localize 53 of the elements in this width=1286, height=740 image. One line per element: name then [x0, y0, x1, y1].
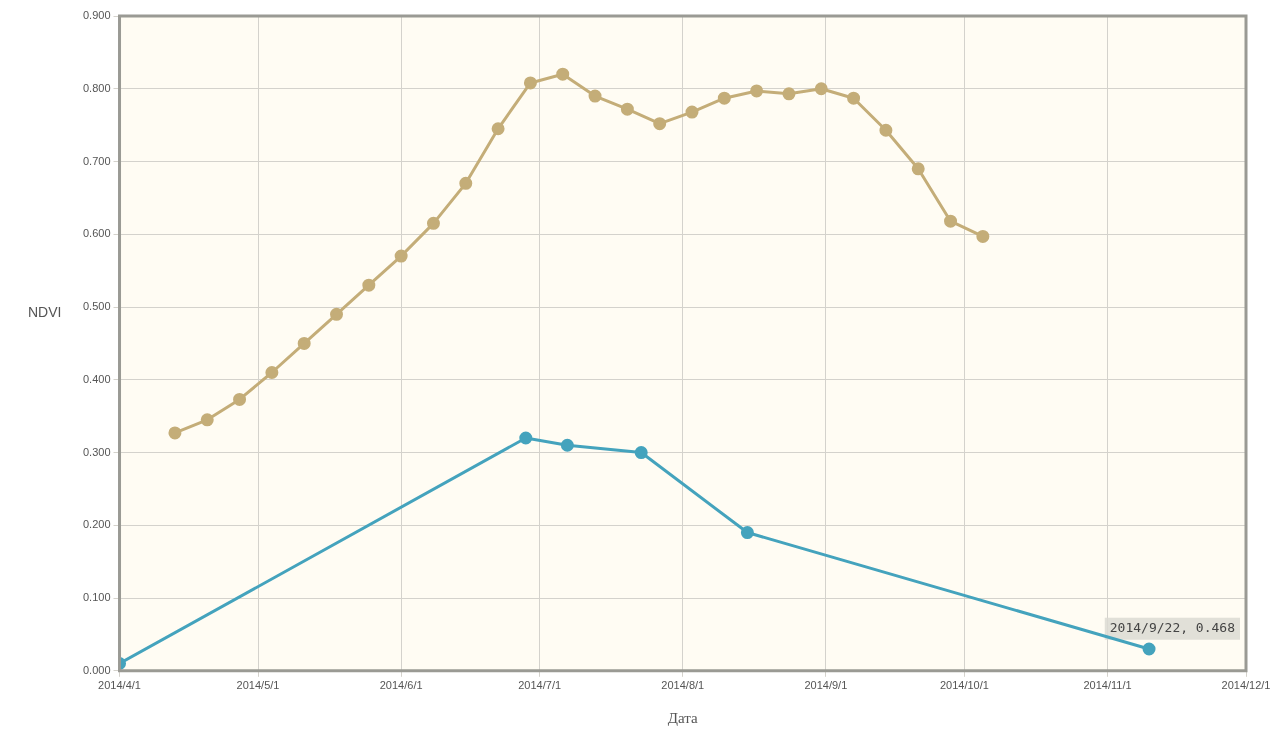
annotation: 2014/9/22, 0.468 [1109, 620, 1236, 636]
point [879, 123, 893, 137]
y-tick-label: 0.300 [83, 445, 111, 458]
x-tick-label: 2014/9/1 [804, 679, 848, 692]
point [459, 176, 473, 190]
y-tick-label: 0.800 [83, 81, 111, 94]
x-tick-label: 2014/4/1 [98, 679, 141, 692]
x-tick-label: 2014/5/1 [236, 679, 280, 692]
point [265, 366, 279, 379]
point [750, 84, 764, 98]
point [233, 392, 247, 406]
point [717, 91, 731, 105]
y-tick-label: 0.700 [83, 154, 111, 167]
point [560, 438, 574, 452]
point [362, 278, 376, 292]
point [782, 87, 796, 101]
point [1142, 642, 1156, 656]
y-tick-label: 0.200 [83, 518, 111, 531]
point [588, 89, 602, 103]
point [847, 91, 861, 105]
point [168, 426, 182, 440]
x-tick-label: 2014/8/1 [661, 679, 705, 692]
point [523, 76, 537, 90]
y-tick-label: 0.900 [83, 9, 111, 22]
point [814, 82, 828, 96]
x-axis-title: Дата [667, 709, 699, 726]
y-axis-title: NDVI [28, 304, 62, 321]
x-tick-label: 2014/11/1 [1083, 679, 1132, 692]
point [330, 307, 344, 321]
point [653, 117, 667, 131]
y-tick-label: 0.100 [83, 591, 111, 604]
point [556, 67, 570, 81]
y-tick-label: 0.400 [83, 372, 111, 385]
x-tick-label: 2014/6/1 [379, 679, 423, 692]
point [620, 102, 634, 116]
point [911, 162, 925, 176]
point [426, 216, 440, 230]
x-tick-label: 2014/12/1 [1221, 679, 1271, 692]
point [944, 214, 958, 228]
point [394, 249, 408, 263]
y-tick-label: 0.000 [83, 663, 111, 676]
y-tick-label: 0.500 [83, 300, 111, 313]
point [740, 526, 754, 540]
point [297, 336, 311, 350]
y-tick-label: 0.600 [83, 227, 111, 240]
point [685, 105, 699, 119]
x-tick-label: 2014/7/1 [518, 679, 562, 692]
point [634, 446, 648, 460]
point [519, 431, 533, 445]
x-tick-label: 2014/10/1 [939, 679, 989, 692]
point [491, 122, 505, 136]
point [200, 413, 214, 427]
point [976, 229, 990, 243]
